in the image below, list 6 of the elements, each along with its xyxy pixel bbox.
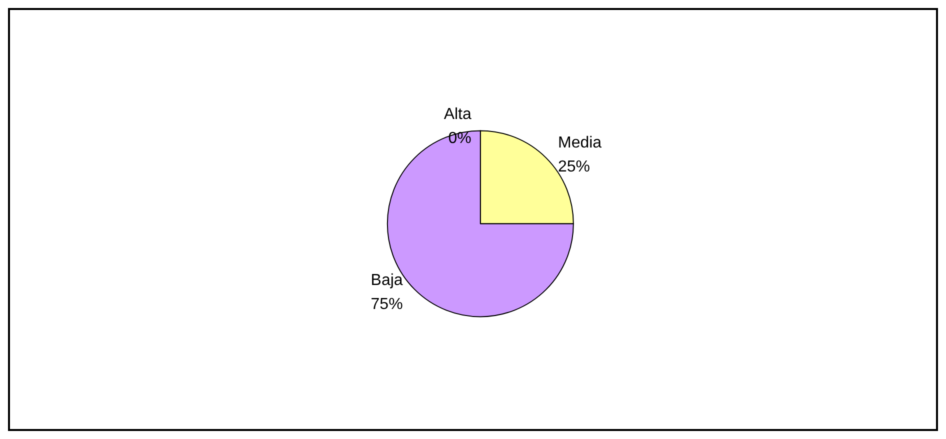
slice-label: Media (558, 134, 602, 152)
text: 0% (448, 130, 472, 148)
data-label: 25% (558, 158, 590, 176)
data-label: 75% (370, 296, 403, 313)
category-label: Alta (444, 106, 472, 124)
slice-label: Baja (370, 272, 403, 289)
